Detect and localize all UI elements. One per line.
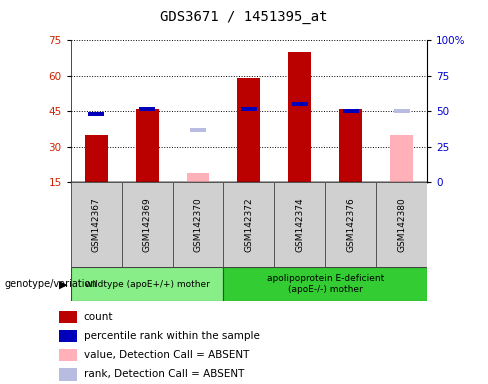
Bar — [186, 173, 209, 182]
Bar — [292, 102, 308, 106]
Text: percentile rank within the sample: percentile rank within the sample — [83, 331, 260, 341]
Text: GSM142370: GSM142370 — [193, 197, 203, 252]
Text: apolipoprotein E-deficient
(apoE-/-) mother: apolipoprotein E-deficient (apoE-/-) mot… — [266, 275, 384, 294]
Bar — [59, 349, 78, 361]
Bar — [85, 135, 108, 182]
Text: GSM142376: GSM142376 — [346, 197, 355, 252]
Text: value, Detection Call = ABSENT: value, Detection Call = ABSENT — [83, 350, 249, 360]
Bar — [190, 128, 206, 132]
Bar — [59, 330, 78, 342]
Bar — [393, 109, 409, 114]
Bar — [59, 311, 78, 323]
Bar — [325, 182, 376, 267]
Bar — [224, 182, 274, 267]
Bar — [238, 78, 260, 182]
Bar — [139, 107, 155, 111]
Text: rank, Detection Call = ABSENT: rank, Detection Call = ABSENT — [83, 369, 244, 379]
Bar — [390, 135, 413, 182]
Text: GSM142369: GSM142369 — [142, 197, 152, 252]
Bar — [376, 182, 427, 267]
Text: GSM142380: GSM142380 — [397, 197, 406, 252]
Bar — [339, 109, 362, 182]
Bar — [288, 52, 311, 182]
Bar — [71, 182, 122, 267]
Text: wildtype (apoE+/+) mother: wildtype (apoE+/+) mother — [84, 280, 209, 289]
Bar — [241, 107, 257, 111]
Text: GDS3671 / 1451395_at: GDS3671 / 1451395_at — [160, 10, 328, 24]
Bar — [136, 109, 159, 182]
Text: GSM142374: GSM142374 — [295, 197, 305, 252]
Bar — [71, 267, 224, 301]
Bar — [343, 109, 359, 114]
Text: GSM142372: GSM142372 — [244, 197, 253, 252]
Text: count: count — [83, 312, 113, 322]
Text: ▶: ▶ — [59, 279, 68, 289]
Bar — [59, 368, 78, 381]
Text: GSM142367: GSM142367 — [92, 197, 101, 252]
Bar — [122, 182, 173, 267]
Text: genotype/variation: genotype/variation — [5, 279, 98, 289]
Bar — [224, 267, 427, 301]
Bar — [88, 112, 104, 116]
Bar — [274, 182, 325, 267]
Bar — [173, 182, 224, 267]
